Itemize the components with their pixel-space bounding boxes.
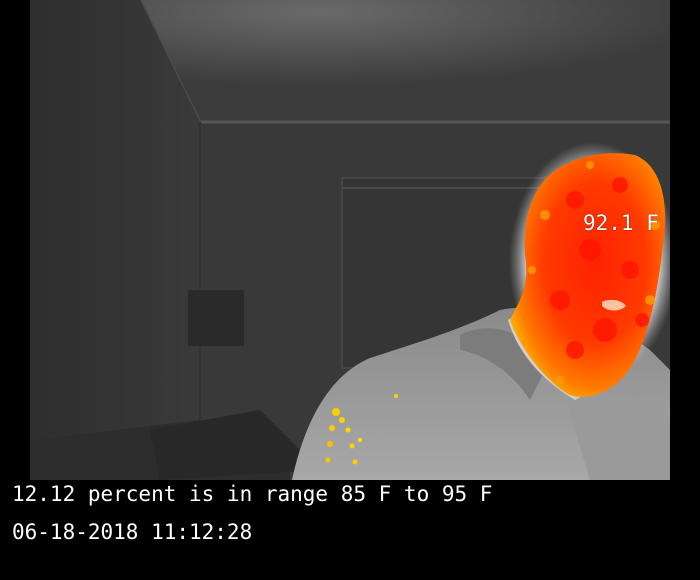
thermal-image [30, 0, 670, 480]
face-mottling [550, 177, 649, 359]
ceiling [30, 0, 670, 122]
timestamp-text: 06-18-2018 11:12:28 [12, 520, 253, 544]
mouth-highlight [602, 299, 626, 311]
shoulder-warm-spots [325, 394, 398, 465]
range-summary-text: 12.12 percent is in range 85 F to 95 F [12, 482, 493, 506]
wall-frame [188, 290, 244, 346]
left-wall [30, 0, 200, 440]
spot-temperature-readout: 92.1 F [583, 211, 659, 235]
thermal-scene [30, 0, 670, 480]
